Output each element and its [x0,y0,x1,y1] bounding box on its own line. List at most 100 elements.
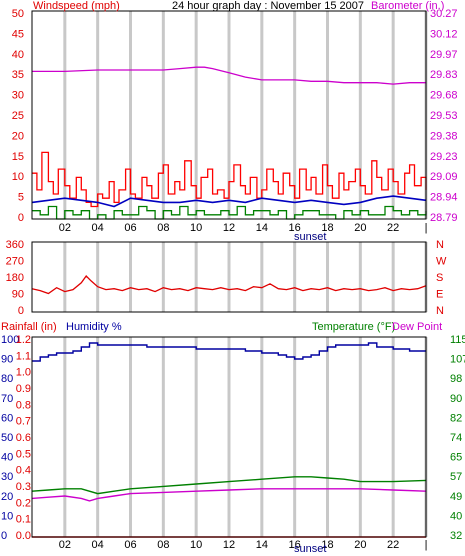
y-tick-label: 74 [450,432,462,444]
x-tick-label: 08 [157,222,169,234]
y-tick-label: W [436,256,447,268]
panel3-frame [31,336,427,538]
x-tick-label: | [425,539,428,551]
y-tick-label: 107 [450,354,465,366]
humidity-label: Humidity % [66,321,122,333]
y-tick-label: 40 [12,49,24,61]
y-tick-label: 0 [18,305,24,317]
y-tick-label: 0 [18,212,24,224]
x-tick-label: | [425,222,428,234]
y-tick-label: 32 [450,530,462,542]
y-tick-label: 30.12 [430,28,458,40]
y-tick-label: 25 [12,110,24,122]
y-tick-label: 29.97 [430,49,458,61]
x-tick-label: 20 [354,539,366,551]
wind-barometer-panel: Windspeed (mph) 24 hour graph day : Nove… [12,0,458,243]
barometer-line [32,66,426,85]
panel3-temperature-ticks: 115 107 98 90 82 74 65 57 49 40 32 [450,334,465,542]
y-tick-label: 60 [1,412,13,424]
avg_wind-line [31,195,427,208]
chart-title: 24 hour graph day : November 15 2007 [172,0,364,12]
y-tick-label: 10 [12,171,24,183]
y-tick-label: 270 [6,256,24,268]
panel2-series [31,275,427,295]
y-tick-label: 30 [1,471,13,483]
dewpoint-label: Dew Point [392,321,442,333]
y-tick-label: 45 [12,28,24,40]
x-tick-label: 16 [289,539,301,551]
y-tick-label: 57 [450,471,462,483]
y-tick-label: 40 [450,510,462,522]
y-tick-label: 20 [1,491,13,503]
y-tick-label: 30 [12,90,24,102]
y-tick-label: 28.94 [430,192,458,204]
panel3-rain-ticks: 1.2 1.1 1.0 0.9 0.8 0.7 0.6 0.5 0.4 0.3 0.2 0.1 0.0 [16,334,31,542]
humidity-line [32,342,426,362]
y-tick-label: 40 [1,452,13,464]
y-tick-label: 90 [12,289,24,301]
y-tick-label: 5 [18,192,24,204]
y-tick-label: 50 [1,432,13,444]
y-tick-label: 0.1 [16,514,31,526]
dewpoint-line [31,488,427,502]
y-tick-label: 0.7 [16,416,31,428]
panel2-left-ticks: 360 270 180 90 0 [6,239,24,317]
x-tick-label: 02 [59,222,71,234]
x-tick-label: 10 [190,222,202,234]
x-tick-label: 20 [354,222,366,234]
panel2-frame [31,241,427,313]
x-tick-label: 04 [92,539,104,551]
windspeed-label: Windspeed (mph) [33,0,120,12]
y-tick-label: 29.23 [430,151,458,163]
y-tick-label: 1.2 [16,334,31,346]
wind-direction-line [31,275,427,295]
panel2-grid [63,242,428,312]
x-tick-label: 02 [59,539,71,551]
y-tick-label: 1.0 [16,367,31,379]
y-tick-label: 180 [6,272,24,284]
y-tick-label: 65 [450,452,462,464]
x-tick-label: 22 [387,539,399,551]
rainfall-label: Rainfall (in) [1,321,57,333]
barometer-label: Barometer (in.) [371,0,444,12]
humidity-temperature-panel: Rainfall (in) Humidity % Temperature (°F… [1,321,465,555]
y-tick-label: 29.09 [430,171,458,183]
x-tick-label: 22 [387,222,399,234]
temperature-line [31,476,427,495]
y-tick-label: 20 [12,130,24,142]
y-tick-label: 0.0 [16,530,31,542]
x-tick-label: 10 [190,539,202,551]
y-tick-label: 29.83 [430,69,458,81]
y-tick-label: N [436,239,444,251]
y-tick-label: 29.53 [430,110,458,122]
y-tick-label: 82 [450,412,462,424]
y-tick-label: 28.79 [430,212,458,224]
y-tick-label: 0.8 [16,399,31,411]
y-tick-label: 50 [12,8,24,20]
y-tick-label: 0.6 [16,432,31,444]
panel1-sunset-label: sunset [294,231,326,243]
y-tick-label: 80 [1,373,13,385]
y-tick-label: 360 [6,239,24,251]
y-tick-label: N [436,305,444,317]
y-tick-label: 0.5 [16,448,31,460]
y-tick-label: 30.27 [430,8,458,20]
y-tick-label: S [436,272,443,284]
x-tick-label: 12 [223,539,235,551]
x-tick-label: 14 [256,539,268,551]
y-tick-label: 0.9 [16,383,31,395]
panel1-x-ticks: 02 04 06 08 10 12 14 16 18 20 22 | [59,222,428,234]
x-tick-label: 06 [124,222,136,234]
x-tick-label: 08 [157,539,169,551]
panel3-sunset-label: sunset [294,543,326,555]
y-tick-label: 90 [1,354,13,366]
x-tick-label: 14 [256,222,268,234]
x-tick-label: 18 [321,222,333,234]
y-tick-label: 0.3 [16,481,31,493]
x-tick-label: 04 [92,222,104,234]
y-tick-label: 29.68 [430,90,458,102]
